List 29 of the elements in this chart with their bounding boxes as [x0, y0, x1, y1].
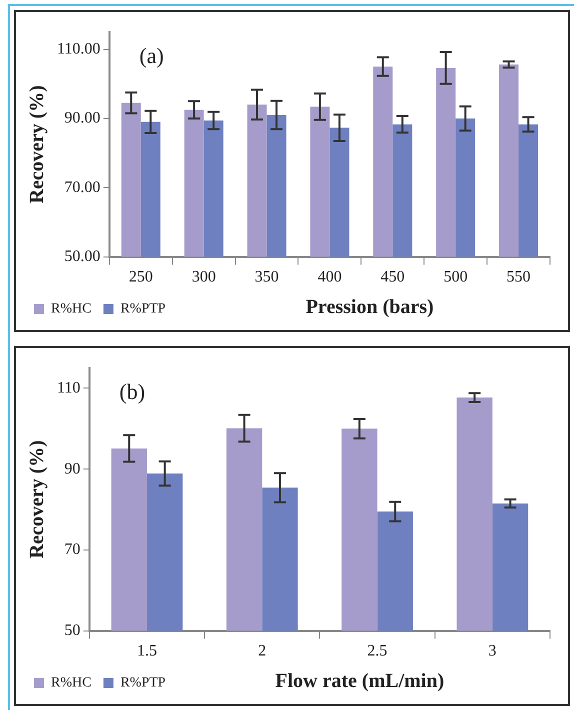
- text: (b): [119, 378, 146, 404]
- x-tick-label: 2.5: [367, 642, 388, 660]
- legend-label: R%PTP: [120, 676, 166, 691]
- legend-label: R%PTP: [120, 302, 166, 317]
- y-tick-label: 50: [64, 622, 80, 640]
- x-axis-title: Pression (bars): [306, 296, 434, 318]
- x-tick-label: 2: [258, 642, 266, 660]
- y-tick-label: 110: [57, 379, 80, 396]
- x-tick-label: 500: [444, 268, 468, 286]
- x-axis-title: Flow rate (mL/min): [275, 670, 444, 692]
- legend-label: R%HC: [51, 676, 92, 691]
- text: (a): [139, 42, 164, 68]
- x-tick-label: 300: [192, 268, 216, 286]
- y-tick-label: 70.00: [64, 178, 100, 196]
- y-tick-label: 90: [64, 460, 80, 478]
- x-tick-label: 400: [318, 268, 342, 286]
- y-tick-label: 90.00: [64, 110, 100, 127]
- x-tick-label: 350: [254, 268, 279, 286]
- x-tick-label: 550: [506, 268, 531, 286]
- y-tick-label: 70: [64, 541, 80, 558]
- legend-label: R%HC: [51, 302, 92, 317]
- y-tick-label: 110.00: [57, 40, 100, 58]
- y-axis-title: Recovery (%): [26, 440, 48, 559]
- x-tick-label: 3: [488, 642, 496, 660]
- y-tick-label: 50.00: [64, 248, 100, 266]
- x-tick-label: 250: [128, 268, 153, 286]
- y-axis-title: Recovery (%): [26, 85, 48, 204]
- x-tick-label: 450: [380, 268, 405, 286]
- x-tick-label: 1.5: [136, 642, 157, 660]
